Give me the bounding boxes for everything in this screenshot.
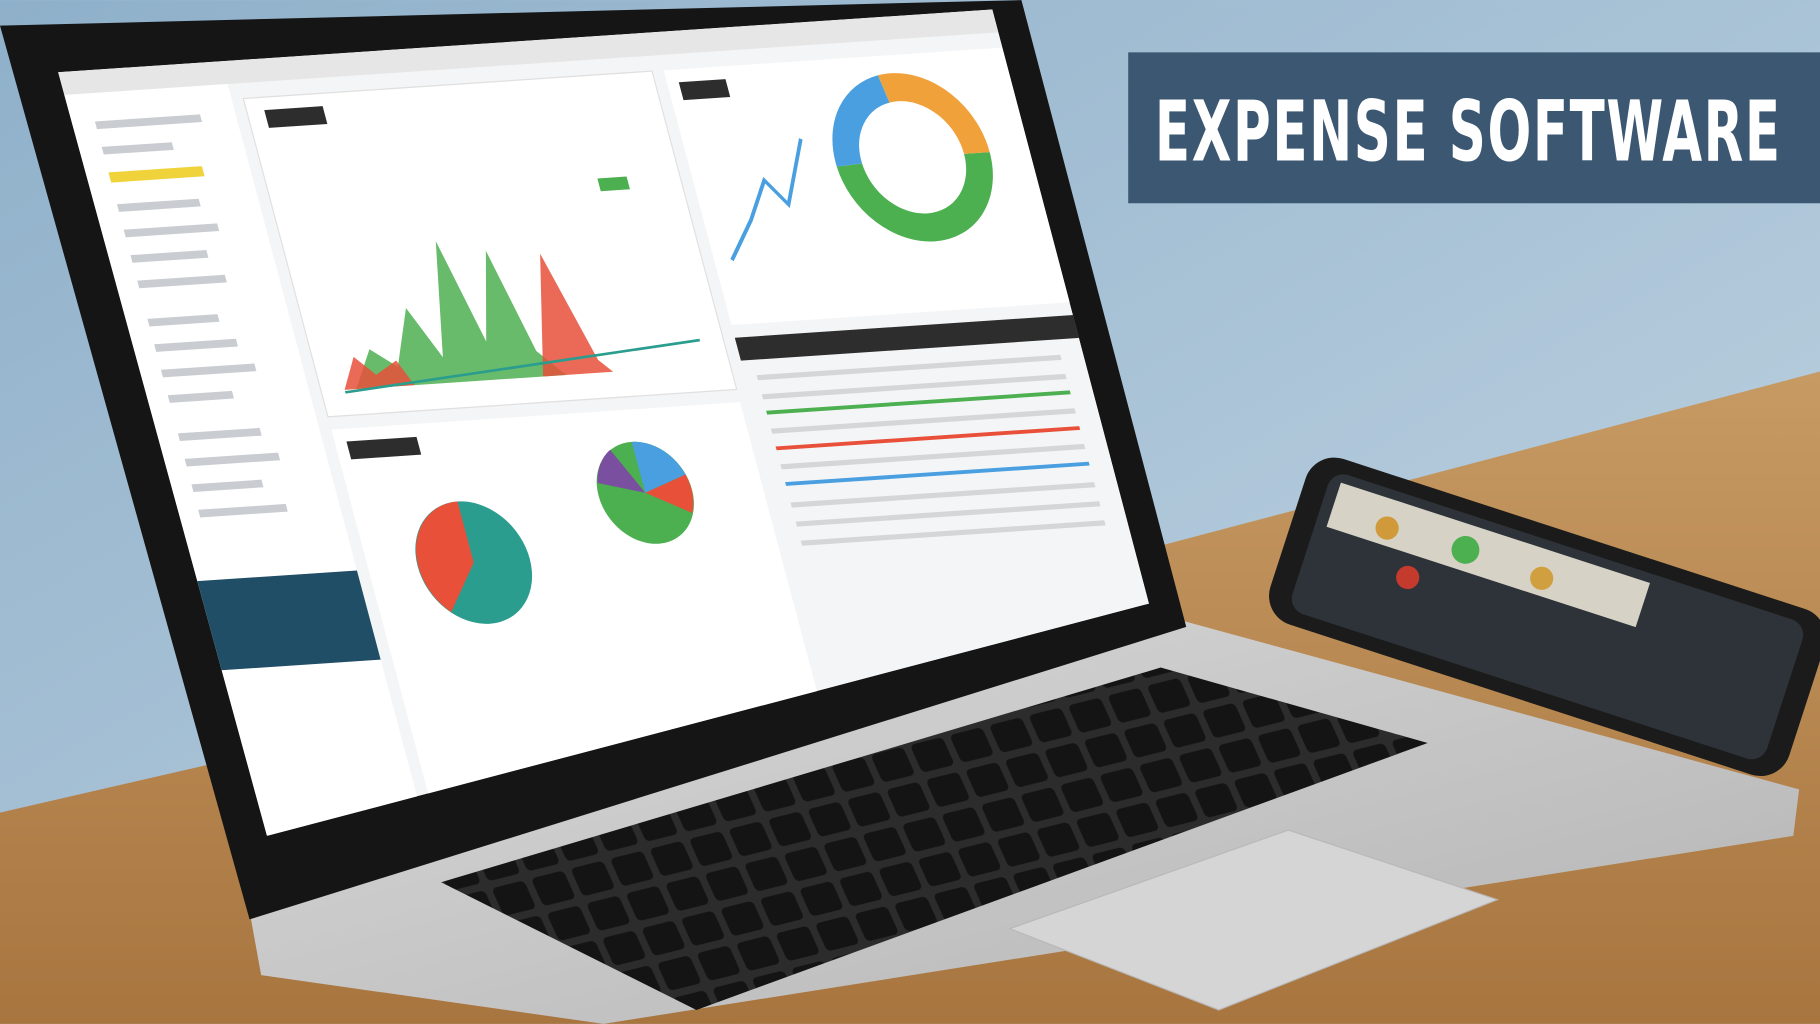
pie-chart-small[interactable] <box>585 439 706 547</box>
trackpad <box>1008 829 1500 1011</box>
sidebar-items <box>94 114 288 518</box>
sidebar-active-panel[interactable] <box>193 570 381 671</box>
dashboard <box>58 9 1106 836</box>
title-banner: EXPENSE SOFTWARE <box>1128 52 1820 204</box>
donut-chart[interactable] <box>830 73 996 242</box>
banner-title: EXPENSE SOFTWARE <box>1155 82 1782 180</box>
laptop-screen <box>58 9 1150 836</box>
expense-table-header <box>734 315 1080 361</box>
smartphone <box>1269 457 1820 777</box>
browser-toolbar <box>58 9 999 96</box>
trend-line <box>344 338 701 394</box>
area-series-green <box>356 241 567 390</box>
expense-table <box>756 354 1106 546</box>
area-series-red <box>344 356 415 390</box>
line-chart[interactable] <box>702 138 832 262</box>
area-series-red-2 <box>540 253 614 377</box>
pie-chart-large[interactable] <box>401 498 546 628</box>
expense-area-chart-panel <box>242 70 738 418</box>
keyboard <box>441 667 1428 1010</box>
